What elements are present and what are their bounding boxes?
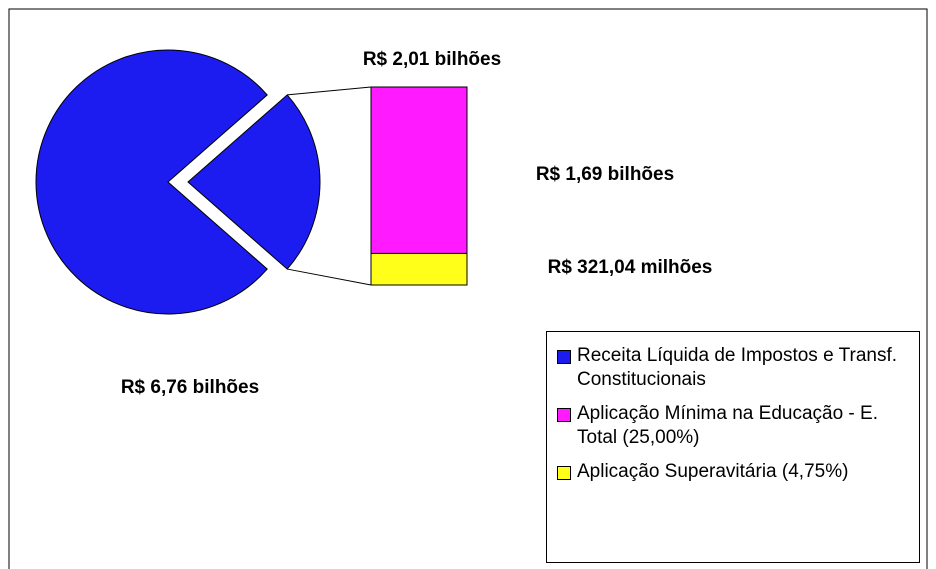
legend-label: Aplicação Superavitária (4,75%) <box>577 461 849 482</box>
value-label: R$ 1,69 bilhões <box>536 164 674 185</box>
bar-segment <box>370 252 468 286</box>
value-label: R$ 321,04 milhões <box>548 257 713 278</box>
legend-swatch <box>557 350 571 364</box>
legend-swatch <box>557 466 571 480</box>
frame <box>8 8 928 569</box>
legend-entry: Receita Líquida de Impostos e Transf. Co… <box>547 344 917 392</box>
legend-swatch <box>557 408 571 422</box>
legend-label: Receita Líquida de Impostos e Transf. Co… <box>577 345 898 390</box>
connector <box>287 86 372 96</box>
pie-slice <box>35 49 268 315</box>
legend: Receita Líquida de Impostos e Transf. Co… <box>546 331 920 563</box>
connector <box>287 268 372 286</box>
legend-entry: Aplicação Superavitária (4,75%) <box>547 460 917 484</box>
value-label: R$ 6,76 bilhões <box>121 377 259 398</box>
bar-total-label: R$ 2,01 bilhões <box>363 49 501 70</box>
legend-entry: Aplicação Mínima na Educação - E. Total … <box>547 402 917 450</box>
legend-label: Aplicação Mínima na Educação - E. Total … <box>577 403 878 448</box>
pie-slice <box>187 94 321 270</box>
bar-segment <box>370 86 468 254</box>
